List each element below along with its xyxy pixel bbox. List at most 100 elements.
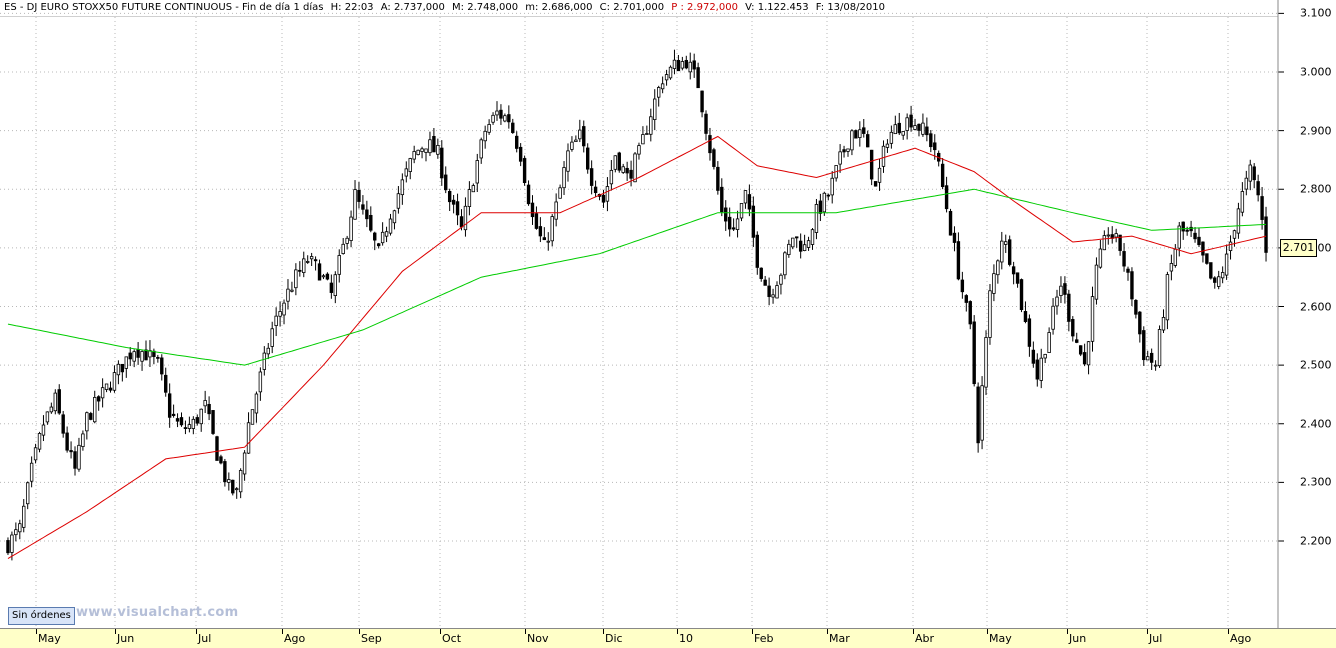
candle: [152, 348, 156, 365]
candle: [124, 356, 128, 378]
candle: [231, 479, 235, 496]
candle: [286, 279, 290, 310]
month-label: Dic: [605, 632, 623, 645]
candle: [1019, 278, 1024, 313]
candle: [1102, 230, 1107, 251]
candle: [613, 155, 618, 173]
candle: [810, 228, 815, 250]
sin-ordenes-button[interactable]: Sin órdenes: [8, 607, 75, 625]
candle: [294, 263, 298, 296]
candle: [1189, 220, 1193, 237]
month-tick: [1228, 629, 1229, 634]
candle: [905, 113, 909, 140]
month-tick: [440, 629, 441, 634]
candle: [171, 404, 176, 418]
candle: [262, 346, 267, 376]
candle: [956, 232, 961, 281]
candle: [877, 158, 882, 191]
candle: [779, 273, 783, 295]
candle: [755, 231, 759, 275]
candle: [345, 235, 349, 250]
candle: [1082, 343, 1087, 367]
last-price-badge: 2.701: [1280, 239, 1317, 257]
candle: [1142, 326, 1146, 366]
candle: [392, 209, 397, 230]
candle: [136, 342, 140, 365]
candle: [672, 49, 677, 75]
price-chart[interactable]: [0, 0, 1336, 628]
candle: [258, 367, 263, 401]
candle: [1011, 261, 1016, 285]
candle: [495, 101, 499, 121]
candle: [471, 183, 476, 193]
candle: [897, 112, 901, 135]
candle: [1126, 266, 1130, 281]
candlesticks: [6, 49, 1268, 561]
candle: [49, 402, 54, 414]
candle: [199, 408, 203, 432]
candle: [1165, 271, 1170, 330]
candle: [475, 153, 479, 193]
candle: [203, 390, 207, 413]
candle: [574, 135, 578, 142]
hist-label: P : 2.972,000: [671, 2, 738, 13]
candle: [526, 180, 531, 206]
candle: [862, 118, 866, 138]
candle: [735, 210, 740, 238]
candle: [767, 277, 771, 306]
candle: [503, 113, 507, 123]
candle: [211, 410, 215, 435]
candle: [41, 415, 46, 442]
candle: [1106, 227, 1110, 245]
candle: [164, 367, 168, 397]
candle: [305, 255, 310, 264]
candle: [660, 76, 665, 94]
month-label: Jun: [1069, 632, 1087, 645]
candle: [487, 119, 491, 135]
candle: [921, 113, 925, 137]
month-tick: [913, 629, 914, 634]
candle: [246, 412, 251, 454]
time-axis[interactable]: May Jun Jul Ago Sep Oct Nov Dic 10 Feb Mar Abr May Ju…: [0, 628, 1336, 648]
candle: [909, 105, 913, 132]
candle: [1031, 341, 1036, 368]
candle: [582, 120, 586, 153]
candle: [881, 140, 886, 173]
candle: [688, 52, 692, 80]
price-tick-label: 2.400: [1300, 417, 1332, 431]
candle: [353, 180, 357, 220]
month-label: May: [989, 632, 1012, 645]
candle: [404, 161, 408, 183]
open-label: A: 2.737,000: [380, 2, 445, 13]
candle: [1177, 221, 1181, 257]
candle: [1039, 348, 1043, 389]
candle: [641, 126, 645, 145]
candle: [302, 251, 306, 278]
candle: [901, 131, 905, 140]
candle: [775, 281, 779, 299]
candle: [1220, 266, 1225, 284]
candle: [720, 178, 724, 217]
month-tick: [603, 629, 604, 634]
candle: [148, 340, 152, 367]
candle: [507, 105, 511, 129]
candle: [593, 180, 598, 198]
candle: [175, 413, 180, 428]
candle: [238, 468, 243, 499]
candle: [826, 193, 830, 201]
candle: [45, 411, 50, 425]
month-tick: [525, 629, 526, 634]
candle: [81, 430, 85, 451]
candle: [341, 238, 345, 255]
candle: [708, 127, 712, 161]
candle: [944, 176, 949, 213]
candle: [1157, 325, 1162, 368]
candle: [1067, 289, 1071, 332]
candle: [830, 171, 834, 204]
candle: [1118, 234, 1122, 256]
candle: [972, 315, 976, 387]
month-label: Abr: [915, 632, 935, 645]
candle: [866, 130, 870, 148]
month-label: Mar: [829, 632, 850, 645]
month-tick: [827, 629, 828, 634]
